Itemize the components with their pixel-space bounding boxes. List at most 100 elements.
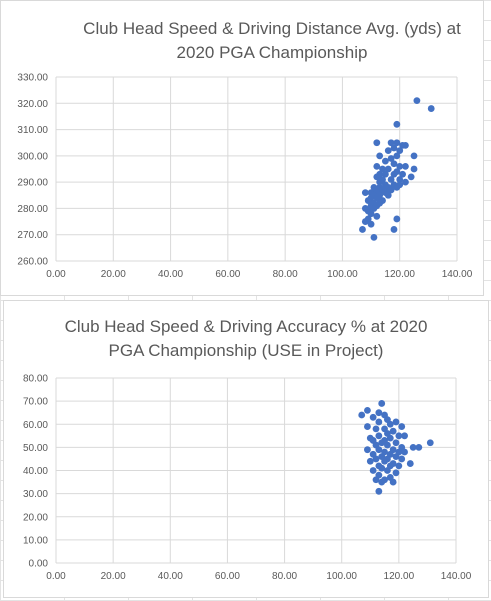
data-point — [366, 457, 374, 465]
data-point — [378, 400, 386, 407]
data-point — [364, 423, 371, 430]
data-point — [373, 139, 381, 147]
x-tick-label: 20.00 — [101, 571, 126, 582]
data-point — [381, 170, 389, 178]
y-tick-label: 280.00 — [17, 204, 48, 215]
data-point — [410, 152, 418, 160]
data-point — [390, 170, 398, 178]
chart-title-line-1: Club Head Speed & Driving Distance Avg. … — [83, 19, 461, 38]
chart-title-line-1: Club Head Speed & Driving Accuracy % at … — [64, 317, 428, 336]
data-point — [410, 165, 418, 173]
x-tick-label: 80.00 — [273, 269, 298, 280]
data-point — [389, 427, 397, 435]
data-point — [381, 457, 388, 465]
x-tick-label: 100.00 — [327, 269, 358, 280]
y-tick-label: 30.00 — [23, 489, 48, 500]
data-point — [386, 434, 394, 442]
data-point — [361, 218, 369, 225]
data-point — [395, 462, 403, 470]
data-point — [393, 184, 401, 191]
data-point — [390, 160, 398, 168]
data-point — [364, 446, 371, 454]
data-point — [387, 139, 395, 147]
data-point — [392, 439, 400, 447]
data-point — [384, 441, 391, 449]
data-point — [370, 233, 378, 241]
y-tick-label: 0.00 — [29, 559, 49, 570]
y-tick-label: 80.00 — [23, 374, 48, 385]
data-point — [389, 478, 397, 486]
data-point — [378, 464, 386, 472]
chart-title: Club Head Speed & Driving Distance Avg. … — [1, 17, 483, 65]
x-tick-label: 0.00 — [46, 571, 66, 582]
data-point — [379, 165, 386, 173]
data-point — [373, 194, 381, 202]
data-point — [402, 162, 409, 170]
data-point — [399, 170, 406, 178]
data-point — [387, 155, 395, 162]
data-point — [426, 439, 434, 447]
data-point — [386, 420, 394, 428]
scatter-series — [359, 97, 435, 241]
data-point — [402, 141, 409, 149]
data-point — [387, 186, 395, 194]
x-tick-label: 120.00 — [384, 269, 415, 280]
data-point — [375, 418, 383, 426]
data-point — [387, 176, 395, 183]
data-point — [373, 212, 381, 220]
y-tick-label: 40.00 — [23, 466, 48, 477]
distance-chart[interactable]: Club Head Speed & Driving Distance Avg. … — [0, 0, 484, 296]
y-tick-label: 310.00 — [17, 125, 48, 136]
x-tick-label: 140.00 — [441, 571, 472, 582]
data-point — [392, 453, 400, 461]
data-point — [396, 176, 404, 183]
data-point — [358, 411, 366, 419]
data-point — [398, 423, 406, 430]
y-tick-label: 260.00 — [17, 257, 48, 268]
y-tick-label: 50.00 — [23, 443, 48, 454]
y-tick-label: 20.00 — [23, 512, 48, 523]
data-point — [364, 197, 372, 204]
x-tick-label: 60.00 — [215, 269, 240, 280]
data-point — [375, 432, 383, 440]
data-point — [384, 191, 392, 199]
y-tick-label: 320.00 — [17, 99, 48, 110]
data-point — [398, 455, 406, 463]
data-point — [390, 226, 398, 233]
data-point — [402, 178, 409, 186]
distance-plot: 0.00 20.00 40.00 60.00 80.00 100.00 120.00 140.… — [17, 73, 472, 281]
data-point — [378, 439, 386, 447]
data-point — [367, 210, 375, 218]
data-point — [376, 178, 384, 186]
y-tick-label: 330.00 — [17, 73, 48, 84]
data-point — [373, 173, 381, 181]
y-tick-label: 290.00 — [17, 178, 48, 189]
data-point — [413, 97, 421, 105]
data-point — [372, 455, 380, 463]
data-point — [406, 460, 414, 467]
data-point — [393, 152, 401, 160]
data-point — [369, 413, 377, 421]
data-point — [372, 425, 380, 433]
data-point — [376, 152, 384, 160]
data-point — [415, 443, 423, 451]
x-tick-label: 40.00 — [158, 571, 183, 582]
data-point — [392, 469, 400, 477]
data-point — [401, 432, 408, 440]
data-point — [375, 409, 383, 417]
data-point — [359, 226, 366, 233]
data-point — [370, 205, 378, 212]
data-point — [373, 162, 381, 170]
data-point — [367, 220, 375, 228]
accuracy-chart[interactable]: Club Head Speed & Driving Accuracy % at … — [3, 300, 489, 598]
chart-title-line-2: PGA Championship (USE in Project) — [108, 341, 384, 360]
data-point — [361, 189, 369, 197]
x-tick-label: 60.00 — [215, 571, 240, 582]
data-point — [401, 448, 408, 456]
data-point — [393, 120, 401, 128]
data-point — [375, 446, 383, 454]
data-point — [384, 147, 392, 155]
y-tick-label: 70.00 — [23, 397, 48, 408]
data-point — [369, 467, 377, 474]
accuracy-plot: 0.00 20.00 40.00 60.00 80.00 100.00 120.00 140.… — [23, 374, 472, 583]
